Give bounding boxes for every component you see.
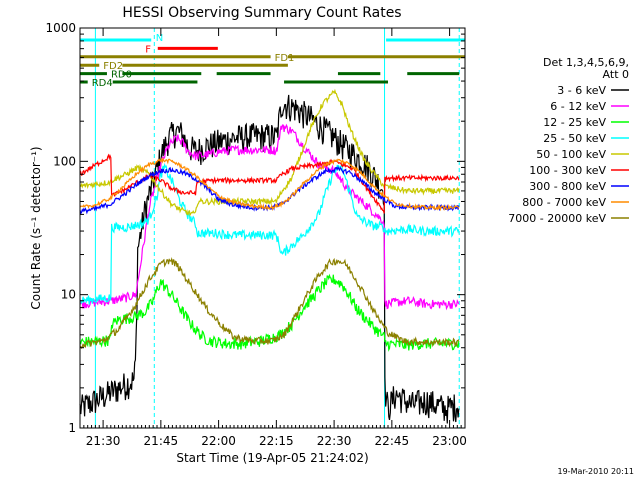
legend-header: Det 1,3,4,5,6,9,: [543, 56, 629, 69]
flag-bar-label: FD2: [103, 61, 123, 72]
x-tick-label: 23:00: [432, 434, 467, 448]
series-line: [79, 162, 460, 305]
legend-label: 50 - 100 keV: [536, 148, 606, 161]
flag-bar-label: F: [145, 44, 151, 55]
legend-label: 6 - 12 keV: [550, 100, 606, 113]
flag-bar-label: FD1: [275, 53, 295, 64]
x-tick-label: 22:00: [201, 434, 236, 448]
y-tick-label: 1000: [45, 21, 76, 35]
legend-label: 25 - 50 keV: [543, 132, 606, 145]
x-axis-label: Start Time (19-Apr-05 21:24:02): [176, 451, 368, 465]
legend-label: 3 - 6 keV: [557, 84, 606, 97]
chart-title: HESSI Observing Summary Count Rates: [122, 5, 401, 21]
axes: 21:30 21:45 22:00 22:15 22:30 22:45 23:00 1 10 10…: [45, 21, 466, 448]
flag-bar-label: RD0: [111, 70, 132, 81]
series-line: [79, 257, 460, 349]
legend-label: 7000 - 20000 keV: [508, 212, 606, 225]
x-tick-label: 22:30: [317, 434, 352, 448]
flag-bar-label: RD4: [92, 78, 113, 89]
x-tick-label: 22:15: [259, 434, 294, 448]
series-group: [79, 88, 460, 424]
night-markers: [94, 28, 460, 428]
series-line: [79, 94, 460, 424]
x-tick-label: 22:45: [375, 434, 410, 448]
y-tick-label: 10: [61, 288, 76, 302]
x-tick-label: 21:30: [86, 434, 121, 448]
legend: Det 1,3,4,5,6,9,Att 0 3 - 6 keV 6 - 12 keV…: [508, 56, 629, 225]
series-line: [79, 273, 460, 352]
legend-label: 12 - 25 keV: [543, 116, 606, 129]
series-line: [79, 157, 460, 212]
flag-bar-label: N: [156, 33, 163, 44]
legend-header: Att 0: [603, 68, 629, 81]
generation-date: 19-Mar-2010 20:11: [558, 467, 635, 476]
y-tick-label: 1: [68, 421, 76, 435]
y-axis-label: Count Rate (s⁻¹ detector⁻¹): [29, 146, 43, 309]
legend-label: 300 - 800 keV: [529, 180, 606, 193]
legend-label: 800 - 7000 keV: [522, 196, 606, 209]
y-tick-label: 100: [53, 154, 76, 168]
series-line: [79, 123, 460, 311]
legend-label: 100 - 300 keV: [529, 164, 606, 177]
series-line: [79, 88, 460, 217]
x-tick-label: 21:45: [144, 434, 179, 448]
